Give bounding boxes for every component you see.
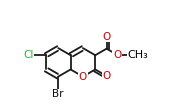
Text: O: O bbox=[103, 32, 111, 42]
Text: O: O bbox=[103, 71, 111, 81]
Text: O: O bbox=[79, 72, 87, 82]
Text: CH₃: CH₃ bbox=[128, 50, 149, 60]
Text: Br: Br bbox=[53, 89, 64, 99]
Text: O: O bbox=[113, 50, 121, 60]
Text: Cl: Cl bbox=[23, 50, 33, 60]
